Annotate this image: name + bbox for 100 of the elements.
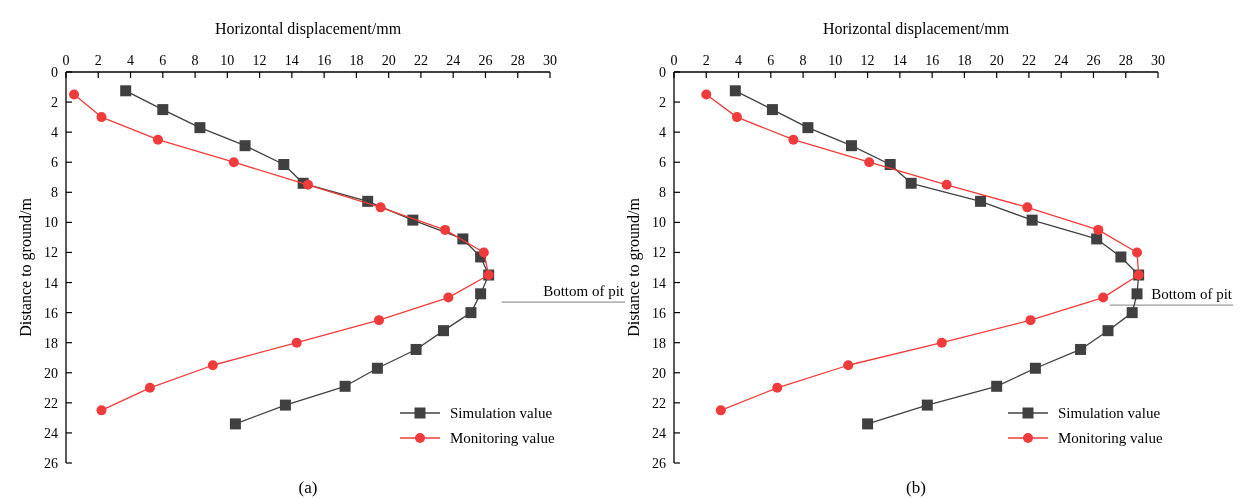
point	[96, 112, 107, 123]
y-tick-label: 0	[659, 65, 666, 80]
y-tick-label: 14	[652, 275, 666, 291]
y-tick-label: 6	[659, 155, 666, 171]
point	[802, 122, 814, 134]
y-tick-label: 0	[51, 65, 58, 80]
point	[1022, 202, 1033, 213]
y-tick-label: 2	[51, 95, 58, 111]
x-tick-label: 30	[543, 53, 557, 68]
x-tick-label: 12	[252, 53, 267, 68]
y-tick-label: 14	[44, 275, 58, 291]
point	[729, 85, 741, 97]
legend-label: Monitoring value	[1058, 430, 1163, 446]
point	[1126, 307, 1138, 319]
y-tick-label: 10	[652, 215, 666, 231]
x-tick-label: 2	[702, 53, 710, 68]
point	[1025, 315, 1036, 326]
point	[278, 158, 290, 170]
y-tick-label: 22	[44, 395, 58, 411]
y-tick-label: 24	[652, 425, 666, 441]
point	[96, 405, 107, 416]
x-tick-label: 24	[446, 53, 461, 68]
point	[1091, 233, 1103, 245]
point	[410, 343, 422, 355]
y-tick-label: 12	[652, 245, 666, 261]
point	[239, 140, 251, 152]
y-tick-label: 18	[652, 335, 666, 351]
legend-label: Simulation value	[1058, 405, 1161, 421]
x-tick-label: 0	[62, 53, 70, 68]
point	[375, 202, 386, 213]
point	[936, 337, 947, 348]
y-axis-title: Distance to ground/m	[625, 197, 643, 337]
point	[864, 157, 875, 168]
point	[120, 85, 132, 97]
x-tick-label: 16	[925, 53, 940, 68]
x-tick-label: 30	[1151, 53, 1165, 68]
x-tick-label: 20	[989, 53, 1004, 68]
point	[1132, 247, 1143, 258]
y-tick-label: 2	[659, 95, 666, 111]
point	[1029, 362, 1041, 374]
x-tick-label: 22	[1021, 53, 1036, 68]
point	[715, 405, 726, 416]
point	[1093, 224, 1104, 235]
y-tick-label: 20	[652, 365, 666, 381]
point	[701, 89, 712, 100]
point	[157, 104, 169, 116]
y-tick-label: 10	[44, 215, 58, 231]
text: (b)	[906, 478, 926, 497]
y-axis-title: Distance to ground/m	[17, 197, 35, 337]
point	[845, 140, 857, 152]
y-tick-label: 16	[652, 305, 666, 321]
ref-line-label: Bottom of pit	[543, 283, 625, 300]
point	[291, 337, 302, 348]
y-tick-label: 26	[44, 456, 58, 471]
legend-label: Simulation value	[450, 405, 553, 421]
point	[465, 307, 477, 319]
point	[843, 360, 854, 371]
y-tick-label: 8	[659, 185, 666, 201]
x-tick-label: 22	[413, 53, 428, 68]
x-tick-label: 26	[1086, 53, 1101, 68]
point	[1098, 292, 1109, 303]
x-tick-label: 8	[191, 53, 199, 68]
y-tick-label: 18	[44, 335, 58, 351]
x-tick-label: 16	[317, 53, 332, 68]
x-tick-label: 24	[1054, 53, 1069, 68]
y-tick-label: 24	[44, 425, 58, 441]
point	[905, 177, 917, 189]
point	[373, 315, 384, 326]
point	[975, 195, 987, 207]
point	[443, 292, 454, 303]
point	[1075, 343, 1087, 355]
y-tick-label: 22	[652, 395, 666, 411]
x-tick-label: 6	[767, 53, 775, 68]
point	[788, 134, 799, 145]
point	[766, 104, 778, 116]
x-tick-label: 18	[957, 53, 972, 68]
y-tick-label: 12	[44, 245, 58, 261]
point	[279, 399, 291, 411]
y-tick-label: 16	[44, 305, 58, 321]
x-tick-label: 0	[670, 53, 678, 68]
x-tick-label: 26	[478, 53, 493, 68]
point	[475, 288, 487, 300]
x-tick-label: 28	[1118, 53, 1133, 68]
x-tick-label: 8	[799, 53, 807, 68]
point	[194, 122, 206, 134]
point	[772, 382, 783, 393]
x-tick-label: 14	[284, 53, 299, 68]
y-tick-label: 6	[51, 155, 58, 171]
ref-line-label: Bottom of pit	[1151, 286, 1233, 303]
point	[921, 399, 933, 411]
y-tick-label: 4	[659, 125, 666, 141]
x-tick-label: 14	[892, 53, 907, 68]
point	[941, 179, 952, 190]
y-tick-label: 4	[51, 125, 58, 141]
y-tick-label: 20	[44, 365, 58, 381]
x-tick-label: 20	[381, 53, 396, 68]
x-tick-label: 4	[735, 53, 743, 68]
point	[228, 157, 239, 168]
point	[144, 382, 155, 393]
x-tick-label: 2	[94, 53, 102, 68]
